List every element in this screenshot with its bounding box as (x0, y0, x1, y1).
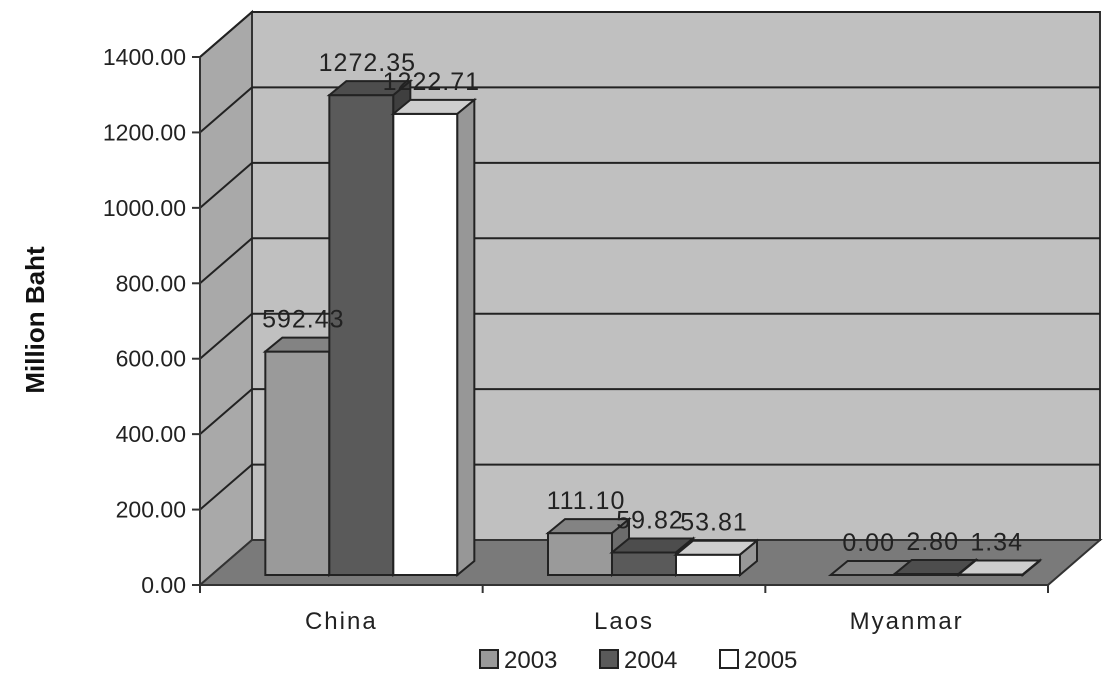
bar-2005-Laos (675, 553, 741, 576)
y-tick-label: 200.00 (116, 497, 186, 523)
gridline-side (199, 11, 253, 58)
data-label: 592.43 (262, 306, 344, 334)
bar-2003-China (264, 350, 331, 576)
data-label: 0.00 (842, 529, 895, 557)
bar-2004-China (328, 94, 395, 577)
legend-label: 2005 (744, 647, 797, 674)
y-axis-label: Million Baht (20, 246, 50, 394)
legend-swatch-2003 (479, 649, 499, 669)
y-tick-label: 1400.00 (103, 44, 186, 70)
bar-side-2005-Laos (739, 538, 758, 578)
bar-2005-China (392, 112, 459, 577)
bar-2004-Laos (611, 551, 677, 577)
bar-side-2005-Myanmar (1021, 558, 1041, 578)
gridline-side (199, 237, 253, 285)
y-tick-label: 1000.00 (103, 195, 186, 221)
y-tick-label: 600.00 (116, 346, 186, 372)
legend-swatch-2004 (599, 649, 619, 669)
gridline-side (199, 388, 253, 435)
data-label: 53.81 (680, 509, 748, 537)
data-label: 1222.71 (383, 68, 480, 96)
gridline-side (199, 162, 253, 209)
y-tick-label: 800.00 (116, 270, 186, 296)
data-label: 2.80 (906, 528, 959, 556)
legend-label: 2004 (624, 647, 677, 674)
bar-side-2005-China (456, 97, 476, 578)
bar-2003-Laos (547, 532, 613, 576)
y-tick-label: 1200.00 (103, 119, 186, 145)
legend: 2003 2004 2005 (479, 647, 797, 674)
bars (262, 79, 1043, 578)
x-tick-label: China (305, 608, 378, 635)
gridline-side (199, 86, 253, 134)
legend-swatch-2005 (719, 649, 739, 669)
data-label: 1.34 (970, 528, 1023, 556)
gridline-side (199, 312, 253, 360)
data-label: 59.82 (616, 506, 684, 534)
data-label: 1272.35 (319, 49, 416, 77)
data-label: 111.10 (547, 487, 626, 515)
y-tick-label: 400.00 (116, 421, 186, 447)
x-tick-label: Laos (594, 608, 654, 635)
axes: 0.00 200.00 400.00 600.00 800.00 1000.00 1200.… (103, 44, 1049, 635)
side-wall (199, 9, 253, 588)
legend-label: 2003 (504, 647, 557, 674)
y-tick-label: 0.00 (141, 572, 186, 598)
gridline-side (199, 463, 253, 511)
x-tick-label: Myanmar (850, 608, 964, 635)
